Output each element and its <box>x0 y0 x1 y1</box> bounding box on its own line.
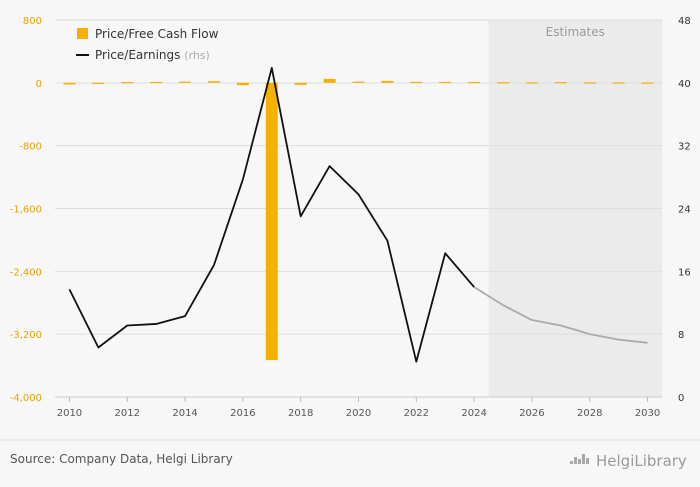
left-tick-label: 0 <box>36 79 42 90</box>
left-tick-label: -4,000 <box>10 393 42 404</box>
bar-price-fcf <box>63 82 76 85</box>
bar-price-fcf <box>323 78 336 83</box>
bar-price-fcf <box>497 82 510 84</box>
brand-logo-bar <box>570 461 573 464</box>
legend-rhs-suffix: (rhs) <box>184 49 210 62</box>
brand-logo-bar <box>582 454 585 464</box>
x-tick-label: 2028 <box>577 408 602 419</box>
bar-price-fcf <box>294 82 307 85</box>
bar-price-fcf <box>207 81 220 83</box>
right-tick-label: 0 <box>678 393 684 404</box>
brand-logo-bar <box>578 459 581 464</box>
x-tick-label: 2018 <box>288 408 313 419</box>
source-note: Source: Company Data, Helgi Library <box>10 452 233 466</box>
line-price-earnings-estimates <box>473 286 648 344</box>
estimates-label: Estimates <box>546 25 605 39</box>
brand-wordmark: HelgiLibrary <box>596 452 687 470</box>
legend-label-price-fcf: Price/Free Cash Flow <box>95 27 219 41</box>
x-tick-label: 2016 <box>230 408 255 419</box>
bar-price-fcf <box>583 82 596 84</box>
bar-price-fcf <box>121 82 134 84</box>
bar-price-fcf <box>92 82 105 85</box>
left-tick-label: 800 <box>23 16 42 27</box>
bar-price-fcf <box>150 81 163 84</box>
x-tick-label: 2010 <box>57 408 82 419</box>
line-price-earnings <box>68 67 475 363</box>
x-tick-label: 2020 <box>346 408 371 419</box>
right-tick-label: 8 <box>678 330 684 341</box>
bar-price-fcf <box>236 82 249 86</box>
brand-logo-bar <box>574 457 577 464</box>
left-tick-label: -2,400 <box>10 267 42 278</box>
bar-price-fcf <box>468 82 481 84</box>
brand-logo-icon <box>570 454 589 464</box>
left-tick-label: -800 <box>19 142 42 153</box>
bar-price-fcf <box>410 81 423 84</box>
legend-label-price-earnings: Price/Earnings (rhs) <box>95 48 210 62</box>
right-tick-label: 48 <box>678 16 691 27</box>
bar-price-fcf <box>439 81 452 84</box>
left-tick-label: -1,600 <box>10 205 42 216</box>
bar-price-fcf <box>612 82 625 84</box>
right-tick-label: 32 <box>678 142 691 153</box>
x-tick-label: 2026 <box>519 408 544 419</box>
x-tick-label: 2014 <box>172 408 197 419</box>
x-tick-label: 2030 <box>635 408 660 419</box>
left-tick-label: -3,200 <box>10 330 42 341</box>
bar-price-fcf <box>554 82 567 84</box>
brand-logo-bar <box>586 458 589 464</box>
right-tick-label: 24 <box>678 205 691 216</box>
right-tick-label: 40 <box>678 79 691 90</box>
x-tick-label: 2022 <box>404 408 429 419</box>
x-tick-label: 2012 <box>115 408 140 419</box>
bar-price-fcf <box>381 80 394 83</box>
bar-price-fcf <box>179 81 192 83</box>
bar-price-fcf <box>641 82 654 84</box>
bar-price-fcf <box>525 82 538 84</box>
legend-swatch-price-fcf <box>77 28 88 39</box>
x-tick-label: 2024 <box>461 408 486 419</box>
bar-price-fcf <box>352 81 365 83</box>
bar-price-fcf <box>265 82 278 361</box>
right-tick-label: 16 <box>678 267 691 278</box>
